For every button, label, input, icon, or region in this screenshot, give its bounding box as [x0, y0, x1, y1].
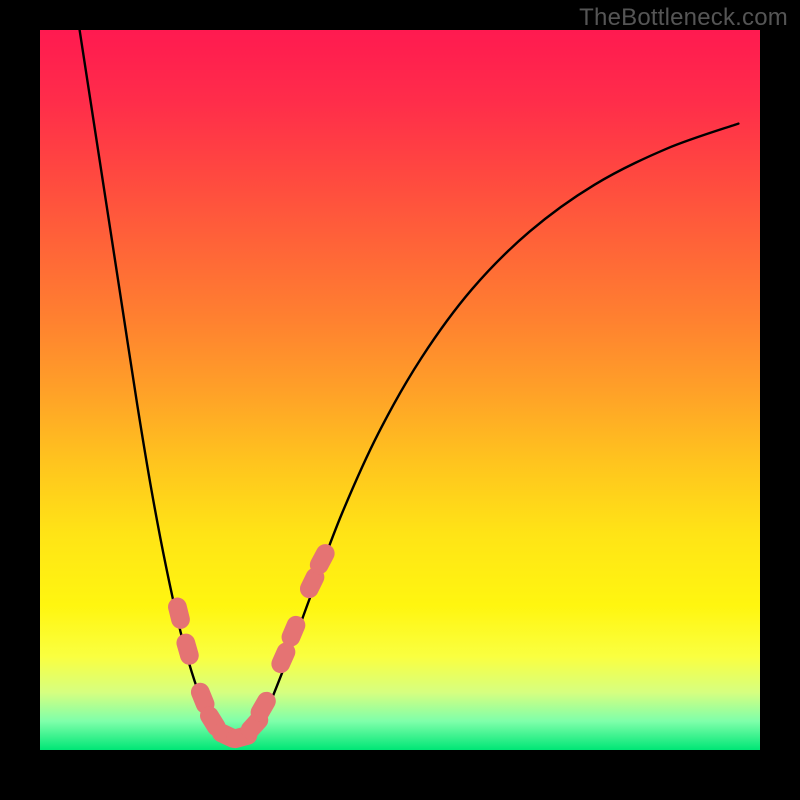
- chart-svg: [0, 0, 800, 800]
- chart-root: TheBottleneck.com: [0, 0, 800, 800]
- watermark-text: TheBottleneck.com: [579, 4, 788, 32]
- plot-background-gradient: [40, 30, 760, 750]
